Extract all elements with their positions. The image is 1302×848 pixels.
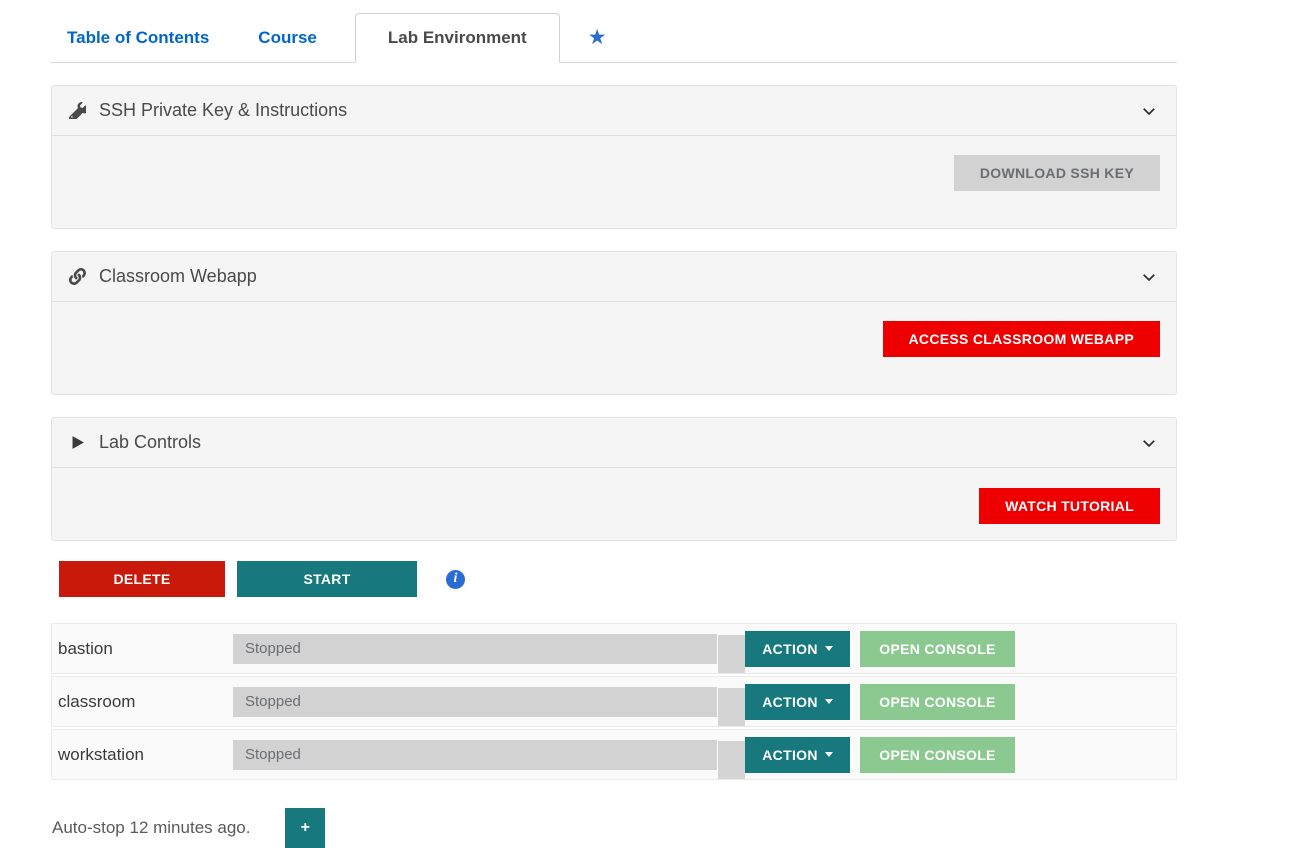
tab-table-of-contents[interactable]: Table of Contents bbox=[67, 27, 210, 47]
action-dropdown[interactable]: ACTION bbox=[745, 736, 850, 773]
status-badge: Stopped bbox=[245, 640, 301, 657]
progress-stub bbox=[718, 634, 745, 673]
action-dropdown-label: ACTION bbox=[762, 693, 818, 710]
action-dropdown-label: ACTION bbox=[762, 640, 818, 657]
tab-bar: Table of Contents Course Lab Environment… bbox=[51, 13, 1177, 63]
tab-course[interactable]: Course bbox=[258, 27, 317, 47]
machine-name: bastion bbox=[58, 638, 113, 658]
action-dropdown[interactable]: ACTION bbox=[745, 683, 850, 720]
lab-environment-page: Table of Contents Course Lab Environment… bbox=[51, 0, 1177, 848]
tab-lab-environment-label: Lab Environment bbox=[387, 28, 527, 47]
start-button[interactable]: START bbox=[237, 561, 417, 597]
ssh-key-panel-title: SSH Private Key & Instructions bbox=[99, 100, 348, 120]
lab-actions-row: DELETE START i bbox=[51, 561, 1177, 597]
table-row-workstation: workstation Stopped ACTION OPEN CONSOLE bbox=[51, 729, 1177, 780]
autostop-footer: Auto-stop 12 minutes ago. + bbox=[51, 808, 1177, 848]
lab-controls-panel-body: WATCH TUTORIAL bbox=[52, 468, 1176, 540]
info-icon[interactable]: i bbox=[446, 569, 465, 589]
ssh-key-panel: SSH Private Key & Instructions DOWNLOAD … bbox=[51, 85, 1177, 229]
classroom-webapp-panel: Classroom Webapp ACCESS CLASSROOM WEBAPP bbox=[51, 251, 1177, 395]
progress-stub bbox=[718, 740, 745, 779]
caret-down-icon bbox=[824, 752, 833, 757]
machine-name: workstation bbox=[58, 744, 144, 764]
lab-controls-panel-header[interactable]: Lab Controls bbox=[52, 418, 1176, 468]
caret-down-icon bbox=[824, 646, 833, 651]
extend-autostop-button[interactable]: + bbox=[285, 808, 326, 848]
classroom-webapp-panel-title: Classroom Webapp bbox=[99, 266, 257, 286]
machine-name: classroom bbox=[58, 691, 136, 711]
download-ssh-key-button[interactable]: DOWNLOAD SSH KEY bbox=[953, 155, 1160, 191]
caret-down-icon bbox=[824, 699, 833, 704]
autostop-text: Auto-stop 12 minutes ago. bbox=[52, 818, 251, 837]
machine-table: bastion Stopped ACTION OPEN CONSOLE clas… bbox=[51, 623, 1177, 780]
progress-stub bbox=[718, 687, 745, 726]
ssh-key-panel-header[interactable]: SSH Private Key & Instructions bbox=[52, 86, 1176, 136]
chevron-down-icon[interactable] bbox=[1140, 268, 1158, 286]
status-badge: Stopped bbox=[245, 746, 301, 763]
tab-lab-environment[interactable]: Lab Environment bbox=[354, 13, 560, 63]
ssh-key-panel-body: DOWNLOAD SSH KEY bbox=[52, 136, 1176, 228]
action-dropdown-label: ACTION bbox=[762, 746, 818, 763]
delete-button[interactable]: DELETE bbox=[59, 561, 225, 597]
watch-tutorial-button[interactable]: WATCH TUTORIAL bbox=[979, 488, 1160, 524]
machine-status-bar: Stopped bbox=[233, 739, 717, 770]
play-icon bbox=[68, 434, 86, 452]
star-icon[interactable]: ★ bbox=[587, 26, 607, 49]
status-badge: Stopped bbox=[245, 693, 301, 710]
open-console-button[interactable]: OPEN CONSOLE bbox=[860, 683, 1015, 720]
machine-status-bar: Stopped bbox=[233, 686, 717, 717]
classroom-webapp-panel-header[interactable]: Classroom Webapp bbox=[52, 252, 1176, 302]
machine-status-bar: Stopped bbox=[233, 633, 717, 664]
wrench-icon bbox=[68, 102, 86, 120]
lab-controls-panel-title: Lab Controls bbox=[99, 432, 202, 452]
action-dropdown[interactable]: ACTION bbox=[745, 630, 850, 667]
table-row-classroom: classroom Stopped ACTION OPEN CONSOLE bbox=[51, 676, 1177, 727]
classroom-webapp-panel-body: ACCESS CLASSROOM WEBAPP bbox=[52, 302, 1176, 394]
table-row-bastion: bastion Stopped ACTION OPEN CONSOLE bbox=[51, 623, 1177, 674]
access-classroom-webapp-button[interactable]: ACCESS CLASSROOM WEBAPP bbox=[882, 321, 1160, 357]
open-console-button[interactable]: OPEN CONSOLE bbox=[860, 630, 1015, 667]
open-console-button[interactable]: OPEN CONSOLE bbox=[860, 736, 1015, 773]
link-icon bbox=[68, 268, 86, 286]
chevron-down-icon[interactable] bbox=[1140, 434, 1158, 452]
lab-controls-panel: Lab Controls WATCH TUTORIAL bbox=[51, 417, 1177, 541]
chevron-down-icon[interactable] bbox=[1140, 102, 1158, 120]
